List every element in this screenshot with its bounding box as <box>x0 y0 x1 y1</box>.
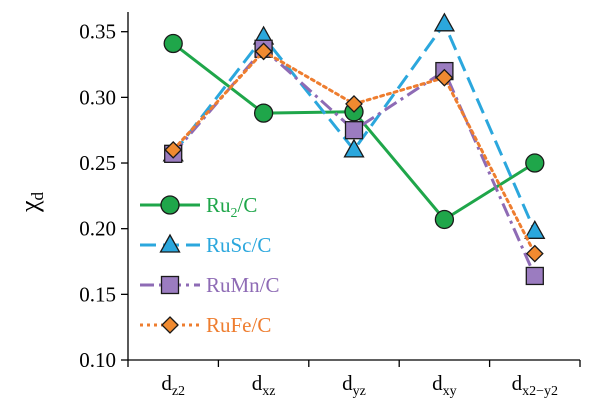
x-axis-ticks: dz2 dxz dyz dxy dx2−y2 <box>127 360 581 399</box>
legend-marker-triangle <box>159 233 181 253</box>
legend-item: RuFe/C <box>140 313 271 337</box>
y-tick-label: 0.30 <box>79 85 116 109</box>
y-axis-label-group: χd <box>15 191 47 213</box>
x-tick-label: dxz <box>252 371 276 399</box>
data-point-diamond <box>345 95 363 113</box>
legend-label: RuSc/C <box>206 233 271 257</box>
x-tick-label: dx2−y2 <box>512 371 558 399</box>
series-line <box>172 22 537 232</box>
data-point-circle <box>253 103 274 123</box>
legend-marker-square <box>160 275 180 295</box>
data-point-diamond <box>435 68 454 87</box>
y-axis-ticks: 0.10 0.15 0.20 0.25 0.30 0.35 <box>79 20 128 372</box>
legend-label: RuMn/C <box>206 273 280 297</box>
data-point-diamond <box>254 42 273 61</box>
y-tick-label: 0.10 <box>79 348 116 372</box>
data-point-triangle <box>433 12 456 32</box>
data-point-square <box>525 266 544 286</box>
y-axis-label: χd <box>15 191 47 213</box>
data-point-square <box>344 121 364 140</box>
legend-marker-diamond <box>161 316 179 334</box>
series-3 <box>164 42 544 263</box>
legend: Ru2/C RuSc/C RuMn/C RuFe/C <box>140 193 280 337</box>
x-tick-label: dxy <box>432 371 457 399</box>
y-tick-label: 0.35 <box>79 20 116 44</box>
y-tick-label: 0.25 <box>79 151 116 175</box>
legend-marker-circle <box>160 195 180 215</box>
legend-item: RuMn/C <box>140 273 280 297</box>
data-point-circle <box>163 33 183 54</box>
data-point-diamond <box>164 140 183 159</box>
y-tick-label: 0.15 <box>79 282 116 306</box>
x-tick-label: dyz <box>342 371 366 399</box>
data-point-triangle <box>343 138 365 158</box>
y-tick-label: 0.20 <box>79 217 116 241</box>
x-tick-label: dz2 <box>161 371 185 399</box>
data-point-diamond <box>525 244 544 263</box>
data-point-triangle <box>524 219 546 239</box>
data-point-circle <box>525 153 545 173</box>
legend-item: Ru2/C <box>140 193 257 221</box>
axes <box>127 12 580 361</box>
legend-label: Ru2/C <box>206 193 257 221</box>
series-group <box>162 12 546 286</box>
legend-item: RuSc/C <box>140 233 271 257</box>
legend-label: RuFe/C <box>206 313 271 337</box>
data-point-circle <box>434 209 455 230</box>
